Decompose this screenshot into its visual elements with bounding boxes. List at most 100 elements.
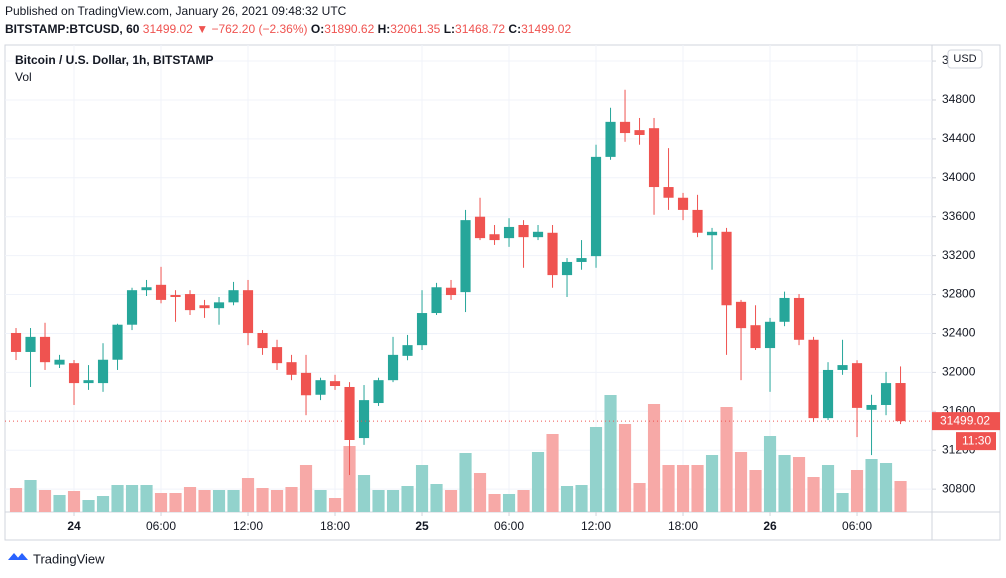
y-tick-label: 32000 [942,365,976,379]
x-tick-label: 06:00 [494,519,524,533]
published-note: Published on TradingView.com, January 26… [5,4,347,18]
candle-body [387,354,399,381]
volume-bar [894,481,907,512]
symbol: BITSTAMP:BTCUSD, 60 [5,22,140,36]
candle-body [677,197,689,210]
candle-body [402,345,413,356]
volume-bar [560,486,574,512]
volume-bar [169,493,182,512]
currency[interactable]: USD [953,53,976,65]
candle-body [779,297,790,322]
candle-body [25,336,36,352]
volume-bar [517,490,530,512]
volume-bar [53,495,66,512]
y-tick-label: 34800 [942,92,976,106]
volume-bar [357,475,371,512]
volume-bar [444,490,458,512]
volume-bar [227,490,240,512]
y-tick-label: 33200 [942,248,976,262]
candle-body [257,332,268,349]
candle-body [561,261,573,276]
candle-body [170,295,181,297]
volume-bar [372,490,385,512]
y-tick-label: 34000 [942,170,976,184]
volume-bar [299,465,313,512]
x-tick-label: 12:00 [581,519,611,533]
ohlc-header: BITSTAMP:BTCUSD, 60 31499.02 ▼ −762.20 (… [5,22,571,36]
candle-body [764,321,776,349]
y-tick-label: 32800 [942,287,976,301]
tv-logo [8,553,28,560]
volume-bar [343,446,356,512]
volume-bar [459,453,472,512]
candle-body [445,287,457,296]
candle-body [895,383,906,422]
volume-bar [589,427,603,512]
candle-body [97,359,109,384]
countdown-box [956,432,996,451]
candle-body [286,362,297,375]
volume-bar [24,480,37,512]
chart-title: Bitcoin / U.S. Dollar, 1h, BITSTAMP [15,53,213,67]
candle-body [851,363,863,408]
y-tick-label: 32400 [942,326,976,340]
volume-bar [662,465,675,512]
candle-body [155,284,167,300]
open-label: O: [311,22,324,36]
volume-bar [9,488,23,512]
change: −762.20 (−2.36%) [211,22,307,36]
high-label: H: [378,22,391,36]
candle-body [373,380,384,404]
candle-body [489,234,500,241]
last-price-box [932,412,1000,431]
volume-bar [212,490,226,512]
candle-body [112,324,123,360]
volume-bar [241,478,255,512]
volume-bar [618,424,632,512]
volume-bar [821,465,835,512]
candle-body [706,231,718,236]
candle-body [822,369,834,419]
volume-bar [183,487,197,512]
x-tick-label: 25 [415,519,429,533]
x-tick-label: 06:00 [146,519,176,533]
volume-bar [328,498,342,512]
grid [5,45,932,512]
volume-bar [691,465,704,512]
candle-body [605,121,616,157]
volume-bar [140,485,153,512]
candle-body [866,404,877,410]
volume-bar [256,488,269,512]
candle-body [750,325,761,349]
volume-bar [82,500,95,512]
candle-body [503,226,515,239]
volume-bar [647,404,661,512]
candle-body [808,339,819,419]
volume-bar [865,459,878,512]
volume-bar [401,486,414,512]
change-arrow: ▼ [196,22,208,36]
candle-body [10,332,22,352]
y-tick-label: 33600 [942,209,976,223]
chart-frame [4,44,1001,541]
volume-bar [111,485,124,512]
open-value: 31890.62 [324,22,374,36]
volume-bar [531,452,545,512]
candle-body [242,290,254,333]
volume-bar [836,493,849,512]
volume-bar [38,490,52,512]
currency-box[interactable] [947,49,983,69]
candle-body [141,287,152,291]
candle-body [634,130,645,135]
candle-body [39,336,51,363]
candle-body [619,121,631,134]
volume-bar [807,477,820,512]
volume-bar [734,452,748,512]
candle-body [880,383,892,405]
candle-body [648,128,660,188]
candle-body [590,156,602,257]
candle-body [431,287,442,314]
x-tick-label: 18:00 [668,519,698,533]
candle-body [532,231,544,238]
